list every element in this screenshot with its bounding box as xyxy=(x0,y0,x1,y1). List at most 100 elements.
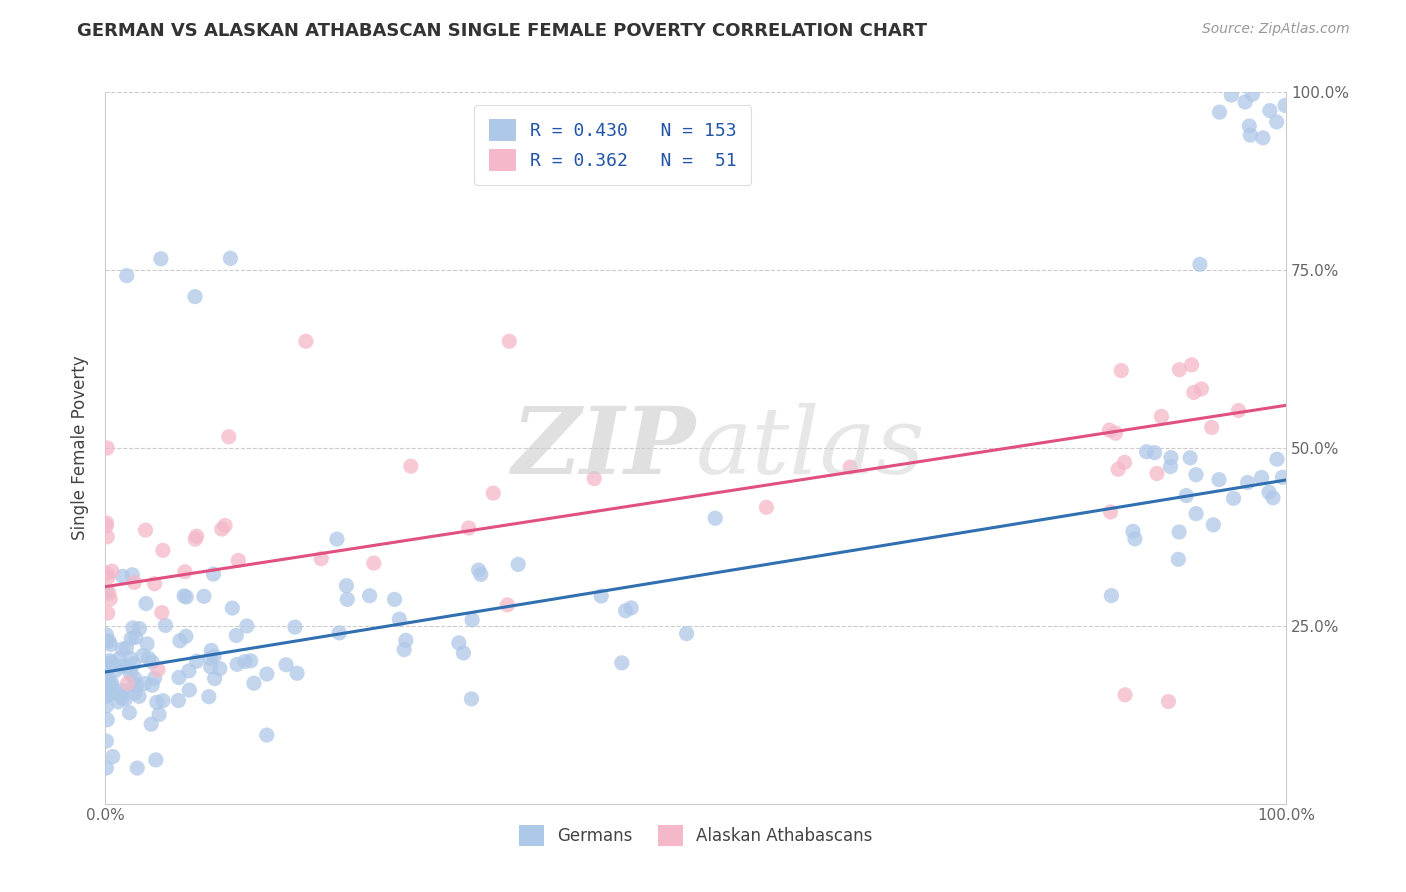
Point xyxy=(1202,517,1225,532)
Point xyxy=(1185,467,1208,482)
Point xyxy=(384,592,406,607)
Point xyxy=(200,660,222,674)
Point xyxy=(101,686,124,700)
Point xyxy=(226,553,249,567)
Point xyxy=(359,589,381,603)
Point xyxy=(219,252,242,266)
Point xyxy=(675,626,697,640)
Point xyxy=(470,567,492,582)
Point xyxy=(1109,363,1132,377)
Point xyxy=(395,633,418,648)
Point xyxy=(177,664,200,678)
Point xyxy=(124,671,146,685)
Point xyxy=(100,637,122,651)
Point xyxy=(388,612,411,626)
Point xyxy=(1208,105,1230,120)
Point xyxy=(1274,98,1296,112)
Point xyxy=(100,564,122,578)
Point xyxy=(326,532,349,546)
Point xyxy=(198,690,221,704)
Point xyxy=(1234,95,1257,109)
Point xyxy=(256,667,278,681)
Point xyxy=(583,472,606,486)
Point xyxy=(96,688,118,702)
Point xyxy=(1189,382,1212,396)
Point xyxy=(173,589,195,603)
Point xyxy=(174,629,197,643)
Point xyxy=(284,620,307,634)
Point xyxy=(1135,444,1157,458)
Point xyxy=(149,252,172,266)
Point xyxy=(1265,115,1288,129)
Point xyxy=(186,654,208,668)
Point xyxy=(1188,257,1211,271)
Point xyxy=(1104,426,1126,441)
Point xyxy=(1099,589,1122,603)
Point xyxy=(1168,362,1191,376)
Point xyxy=(1185,507,1208,521)
Point xyxy=(1160,459,1182,474)
Point xyxy=(96,633,118,648)
Point xyxy=(193,590,215,604)
Point xyxy=(115,268,138,283)
Point xyxy=(98,592,121,607)
Point xyxy=(309,551,332,566)
Point xyxy=(120,651,142,665)
Y-axis label: Single Female Poverty: Single Female Poverty xyxy=(72,356,89,541)
Point xyxy=(120,632,142,646)
Point xyxy=(1271,470,1294,484)
Point xyxy=(1107,462,1129,476)
Point xyxy=(150,606,173,620)
Point xyxy=(1265,452,1288,467)
Point xyxy=(136,637,159,651)
Point xyxy=(1150,409,1173,424)
Point xyxy=(221,601,243,615)
Point xyxy=(117,676,139,690)
Point xyxy=(200,643,222,657)
Point xyxy=(1220,88,1243,103)
Point xyxy=(1236,475,1258,490)
Point xyxy=(122,621,145,635)
Point xyxy=(202,567,225,582)
Point xyxy=(1258,103,1281,118)
Point xyxy=(148,707,170,722)
Point xyxy=(152,694,174,708)
Point xyxy=(1143,445,1166,459)
Point xyxy=(101,676,124,690)
Point xyxy=(453,646,475,660)
Point xyxy=(508,558,530,572)
Point xyxy=(96,656,118,670)
Point xyxy=(97,606,120,620)
Point xyxy=(1239,119,1261,133)
Point xyxy=(184,290,207,304)
Point xyxy=(138,651,160,665)
Point xyxy=(1182,385,1205,400)
Legend: R = 0.430   N = 153, R = 0.362   N =  51: R = 0.430 N = 153, R = 0.362 N = 51 xyxy=(474,105,751,186)
Point xyxy=(127,761,149,775)
Point xyxy=(98,634,121,648)
Point xyxy=(111,683,134,698)
Point xyxy=(704,511,727,525)
Point xyxy=(96,699,118,714)
Point xyxy=(96,566,118,581)
Point xyxy=(135,597,157,611)
Point xyxy=(214,518,236,533)
Point xyxy=(128,690,150,704)
Point xyxy=(225,628,247,642)
Point xyxy=(98,654,121,668)
Point xyxy=(236,619,259,633)
Point xyxy=(143,671,166,685)
Point xyxy=(96,628,118,642)
Point xyxy=(97,570,120,584)
Point xyxy=(1241,87,1264,102)
Text: GERMAN VS ALASKAN ATHABASCAN SINGLE FEMALE POVERTY CORRELATION CHART: GERMAN VS ALASKAN ATHABASCAN SINGLE FEMA… xyxy=(77,22,928,40)
Point xyxy=(295,334,318,349)
Text: Source: ZipAtlas.com: Source: ZipAtlas.com xyxy=(1202,22,1350,37)
Point xyxy=(467,563,489,577)
Point xyxy=(96,681,118,695)
Point xyxy=(124,575,146,590)
Point xyxy=(96,530,118,544)
Point xyxy=(155,618,177,632)
Point xyxy=(96,664,118,678)
Point xyxy=(122,657,145,671)
